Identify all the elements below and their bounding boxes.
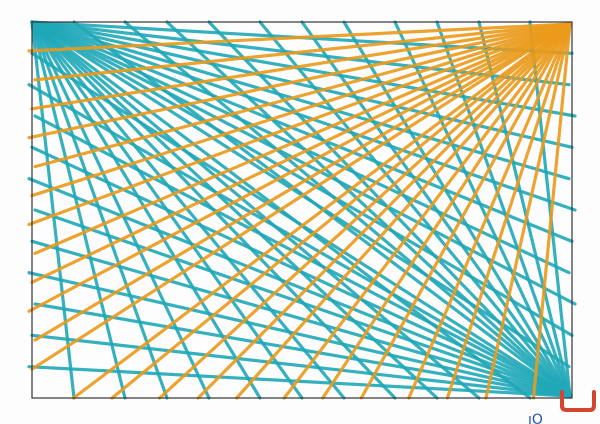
teal-top-left-fan-line (30, 20, 127, 400)
teal-bottom-right-fan-line (27, 365, 572, 398)
orange-top-right-fan-line (27, 22, 572, 227)
orange-top-right-fan-line (110, 22, 572, 400)
teal-bottom-right-fan-line (123, 20, 572, 398)
teal-bottom-right-fan-line (207, 20, 572, 398)
orange-top-right-fan-line (27, 22, 572, 313)
orange-top-right-fan-line (27, 22, 572, 53)
orange-top-right-fan-line (531, 22, 572, 400)
teal-top-left-fan-line (30, 20, 76, 400)
teal-bottom-right-fan-line (30, 333, 572, 398)
frame-rectangle (31, 21, 573, 399)
orange-top-right-fan-line (158, 22, 572, 400)
blue-mark: ıO (528, 412, 543, 424)
orange-top-right-fan-line (30, 22, 572, 198)
teal-top-left-fan-line (30, 20, 574, 337)
orange-top-right-fan-line (359, 22, 572, 400)
teal-bottom-right-fan-line (33, 302, 572, 398)
orange-top-right-fan-line (30, 22, 572, 284)
orange-top-right-fan-line (407, 22, 572, 400)
teal-bottom-right-fan-line (27, 177, 572, 398)
teal-bottom-right-fan-line (30, 239, 572, 398)
orange-top-right-fan-line (30, 22, 572, 111)
teal-bottom-right-fan-line (33, 208, 572, 398)
teal-bottom-right-fan-line (258, 20, 572, 398)
teal-bottom-right-fan-line (27, 83, 572, 398)
orange-top-right-fan-line (33, 22, 572, 82)
orange-top-right-fan-line (71, 22, 572, 400)
red-mark (560, 390, 596, 412)
line-fans (27, 20, 577, 400)
teal-top-left-fan-line (30, 20, 169, 400)
teal-bottom-right-fan-line (27, 271, 572, 398)
orange-top-right-fan-line (235, 22, 572, 400)
orange-top-right-fan-line (33, 22, 572, 169)
teal-top-left-fan-line (30, 20, 574, 149)
orange-top-right-fan-line (445, 22, 572, 400)
orange-top-right-fan-line (321, 22, 572, 400)
orange-top-right-fan-line (33, 22, 572, 255)
teal-bottom-right-fan-line (33, 114, 572, 398)
orange-top-right-fan-line (282, 22, 572, 400)
orange-top-right-fan-line (33, 22, 572, 342)
teal-top-left-fan-line (30, 20, 439, 400)
orange-top-right-fan-line (484, 22, 572, 400)
orange-top-right-fan-line (30, 22, 572, 371)
teal-top-left-fan-line (30, 20, 571, 181)
teal-top-left-fan-line (30, 20, 211, 400)
orange-top-right-fan-line (27, 22, 572, 140)
orange-top-right-fan-line (196, 22, 572, 400)
